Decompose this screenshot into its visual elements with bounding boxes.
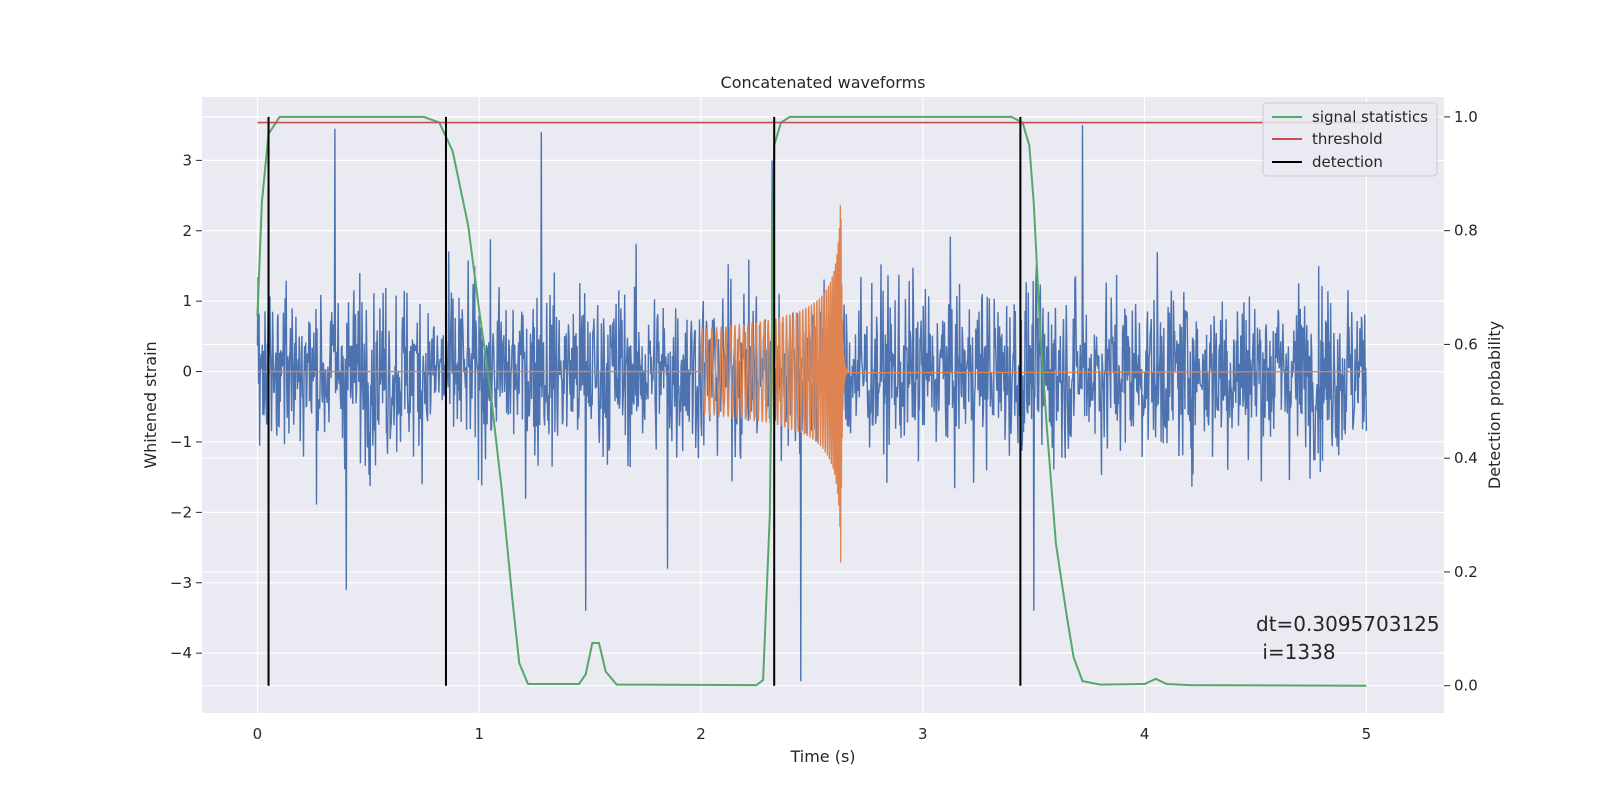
annotation-index: i=1338 bbox=[1256, 640, 1336, 664]
y2-tick-label: 0.2 bbox=[1454, 563, 1478, 581]
x-tick-label: 0 bbox=[253, 725, 263, 743]
x-tick-label: 4 bbox=[1140, 725, 1150, 743]
y2-tick-label: 0.4 bbox=[1454, 449, 1478, 467]
y2-tick-label: 0.8 bbox=[1454, 222, 1478, 240]
x-tick-label: 5 bbox=[1362, 725, 1372, 743]
y-tick-label: −4 bbox=[170, 644, 192, 662]
y-tick-label: 1 bbox=[182, 292, 192, 310]
chart-title: Concatenated waveforms bbox=[721, 73, 926, 92]
y2-tick-label: 1.0 bbox=[1454, 108, 1478, 126]
legend-frame bbox=[1262, 102, 1438, 177]
legend-label-detection: detection bbox=[1312, 153, 1383, 171]
y-tick-label: 0 bbox=[182, 363, 192, 381]
y-tick-label: 3 bbox=[182, 151, 192, 169]
x-tick-label: 2 bbox=[696, 725, 706, 743]
series-signal-statistics bbox=[256, 115, 1367, 687]
legend-label-signal-statistics: signal statistics bbox=[1312, 108, 1428, 126]
x-tick-label: 3 bbox=[918, 725, 928, 743]
x-axis-label: Time (s) bbox=[789, 747, 855, 766]
y2-axis-label: Detection probability bbox=[1485, 321, 1504, 489]
y-tick-label: −1 bbox=[170, 433, 192, 451]
y-tick-label: −2 bbox=[170, 503, 192, 521]
legend: signal statistics threshold detection bbox=[1262, 102, 1438, 177]
annotation-dt: dt=0.3095703125 bbox=[1256, 612, 1440, 636]
y2-tick-label: 0.6 bbox=[1454, 335, 1478, 353]
y-tick-label: 2 bbox=[182, 222, 192, 240]
y-tick-label: −3 bbox=[170, 574, 192, 592]
y-axis-label: Whitened strain bbox=[141, 341, 160, 468]
x-tick-label: 1 bbox=[474, 725, 484, 743]
ticks: 0 1 2 3 4 5 −4 −3 −2 −1 0 1 2 3 0.0 0.2 0.4 0.6 0.8 1.0 bbox=[170, 108, 1478, 743]
legend-label-threshold: threshold bbox=[1312, 130, 1383, 148]
series-layer bbox=[256, 115, 1368, 687]
y2-tick-label: 0.0 bbox=[1454, 677, 1478, 695]
